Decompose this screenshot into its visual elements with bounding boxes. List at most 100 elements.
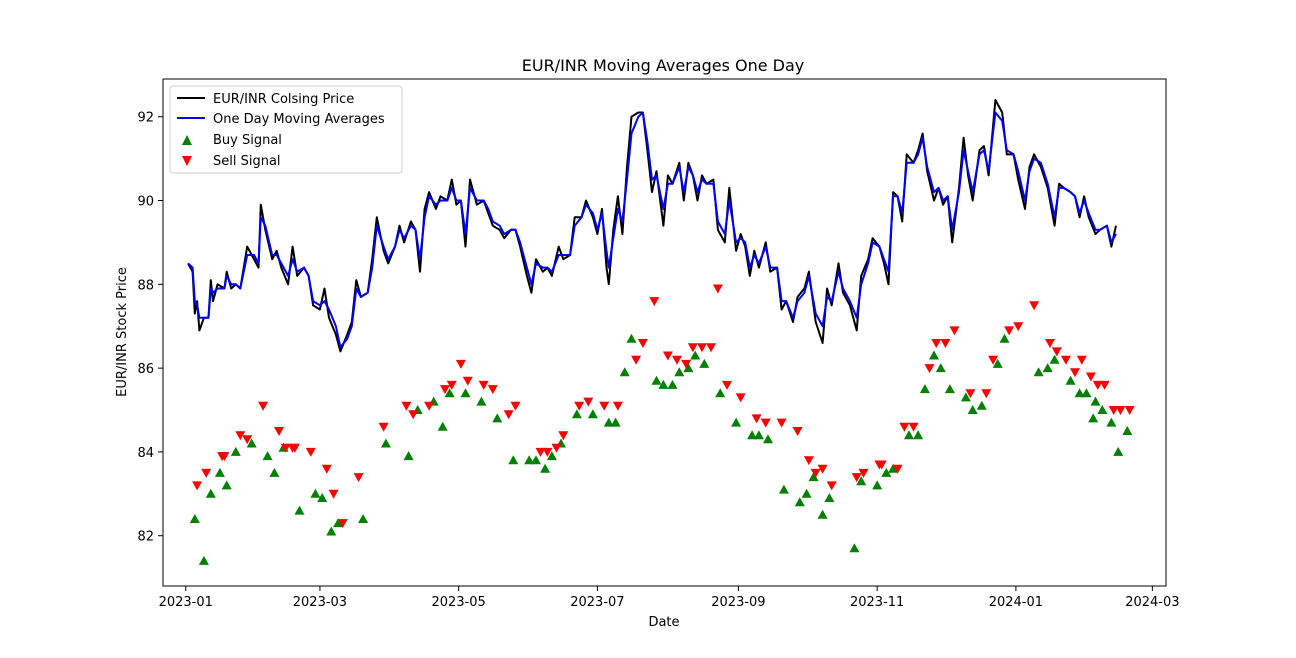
buy-signal-marker bbox=[626, 333, 637, 343]
sell-signal-marker bbox=[558, 431, 569, 441]
buy-signal-marker bbox=[1106, 417, 1117, 427]
y-axis: 82 84 86 88 90 92 bbox=[137, 111, 163, 545]
y-tick-label: 86 bbox=[137, 362, 154, 377]
buy-signal-marker bbox=[935, 363, 946, 373]
sell-signal-marker bbox=[858, 468, 869, 478]
legend-sell-label: Sell Signal bbox=[213, 154, 281, 169]
x-tick-label: 2024-01 bbox=[989, 595, 1043, 610]
buy-signal-marker bbox=[683, 363, 694, 373]
sell-signal-marker bbox=[535, 447, 546, 457]
sell-signal-marker bbox=[649, 297, 660, 307]
sell-signal-marker bbox=[378, 422, 389, 432]
sell-signal-marker bbox=[851, 473, 862, 483]
sell-signal-marker bbox=[899, 422, 910, 432]
sell-signal-marker bbox=[722, 380, 732, 390]
x-tick-label: 2023-09 bbox=[711, 595, 765, 610]
sell-signal-marker bbox=[681, 359, 692, 369]
sell-signal-marker bbox=[1092, 380, 1103, 390]
sell-signal-marker bbox=[353, 473, 364, 483]
buy-signal-marker bbox=[492, 413, 503, 423]
buy-signal-marker bbox=[460, 388, 471, 398]
sell-signal-marker bbox=[687, 343, 698, 353]
sell-signal-marker bbox=[803, 456, 814, 466]
buy-signal-marker bbox=[403, 451, 414, 461]
x-tick-label: 2023-11 bbox=[850, 595, 904, 610]
sell-signal-marker bbox=[1099, 380, 1110, 390]
legend-buy-marker bbox=[182, 135, 192, 145]
chart-title: EUR/INR Moving Averages One Day bbox=[522, 56, 805, 75]
y-tick-label: 90 bbox=[137, 195, 154, 210]
buy-signal-marker bbox=[476, 396, 487, 406]
sell-signal-marker bbox=[328, 489, 339, 499]
y-axis-label: EUR/INR Stock Price bbox=[115, 267, 130, 397]
x-tick-label: 2023-03 bbox=[293, 595, 347, 610]
x-axis: 2023-01 2023-03 2023-05 2023-07 2023-09 2023-… bbox=[159, 586, 1180, 610]
buy-signal-marker bbox=[976, 400, 987, 410]
sell-signal-marker bbox=[1124, 406, 1135, 415]
sell-signal-marker bbox=[612, 401, 623, 411]
sell-signal-marker bbox=[478, 380, 489, 390]
sell-signal-marker bbox=[242, 435, 253, 445]
buy-signal-marker bbox=[888, 463, 899, 473]
buy-signal-marker bbox=[794, 497, 805, 507]
buy-signal-marker bbox=[747, 430, 758, 440]
buy-signal-marker bbox=[872, 480, 883, 490]
sell-signal-marker bbox=[583, 397, 594, 407]
buy-signal-marker bbox=[317, 493, 328, 502]
buy-signal-marker bbox=[230, 446, 241, 456]
buy-signal-marker bbox=[731, 417, 742, 427]
buy-signal-marker bbox=[326, 526, 337, 536]
buy-signal-marker bbox=[603, 417, 614, 427]
x-tick-label: 2024-03 bbox=[1125, 595, 1179, 610]
sell-signal-marker bbox=[672, 355, 682, 365]
sell-signal-marker bbox=[1076, 355, 1087, 365]
sell-signal-marker bbox=[826, 481, 837, 491]
buy-signal-marker bbox=[1033, 367, 1044, 377]
sell-signal-marker bbox=[408, 410, 419, 420]
sell-signal-marker bbox=[1029, 301, 1040, 311]
buy-signal-marker bbox=[1042, 363, 1053, 373]
buy-signal-marker bbox=[587, 409, 598, 419]
buy-signal-marker bbox=[1049, 354, 1060, 364]
buy-signal-marker bbox=[1074, 388, 1085, 398]
sell-signal-marker bbox=[424, 401, 435, 411]
moving-average-line bbox=[187, 111, 1117, 349]
buy-signal-marker bbox=[824, 493, 835, 502]
sell-signal-marker bbox=[1070, 368, 1080, 378]
sell-signal-marker bbox=[462, 376, 473, 386]
sell-signal-marker bbox=[192, 481, 203, 491]
sell-signal-marker bbox=[965, 389, 976, 399]
buy-signal-marker bbox=[801, 488, 812, 498]
buy-signal-marker bbox=[619, 367, 630, 377]
buy-signal-marker bbox=[540, 463, 551, 473]
close-price-line bbox=[187, 99, 1117, 353]
buy-signal-marker bbox=[214, 467, 225, 477]
sell-signal-marker bbox=[1108, 406, 1119, 415]
sell-signal-marker bbox=[697, 343, 707, 353]
buy-signal-marker bbox=[778, 484, 789, 494]
sell-signal-marker bbox=[949, 326, 960, 336]
buy-signal-marker bbox=[715, 388, 726, 398]
legend-sell-marker bbox=[182, 156, 192, 166]
buy-signal-marker bbox=[269, 467, 280, 477]
sell-signal-marker bbox=[940, 339, 951, 348]
buy-signal-marker bbox=[1113, 446, 1124, 456]
legend-buy-label: Buy Signal bbox=[213, 133, 282, 148]
sell-signal-marker bbox=[542, 447, 553, 457]
buy-signal-marker bbox=[1122, 426, 1133, 435]
x-tick-label: 2023-05 bbox=[432, 595, 486, 610]
buy-signal-marker bbox=[205, 488, 216, 498]
sell-signal-marker bbox=[981, 389, 992, 399]
buy-signal-marker bbox=[198, 555, 209, 565]
sell-signal-marker bbox=[235, 431, 246, 441]
sell-signal-marker bbox=[574, 401, 585, 411]
buy-signal-marker bbox=[658, 379, 669, 389]
sell-signal-marker bbox=[631, 355, 642, 365]
buy-signal-marker bbox=[651, 375, 662, 385]
buy-signal-marker bbox=[524, 455, 535, 465]
buy-signal-marker bbox=[1090, 396, 1101, 406]
sell-signal-marker bbox=[776, 418, 787, 428]
legend-ma-label: One Day Moving Averages bbox=[213, 112, 385, 127]
sell-signal-marker bbox=[988, 355, 999, 365]
